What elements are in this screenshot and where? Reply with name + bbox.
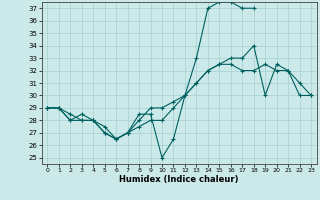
- X-axis label: Humidex (Indice chaleur): Humidex (Indice chaleur): [119, 175, 239, 184]
